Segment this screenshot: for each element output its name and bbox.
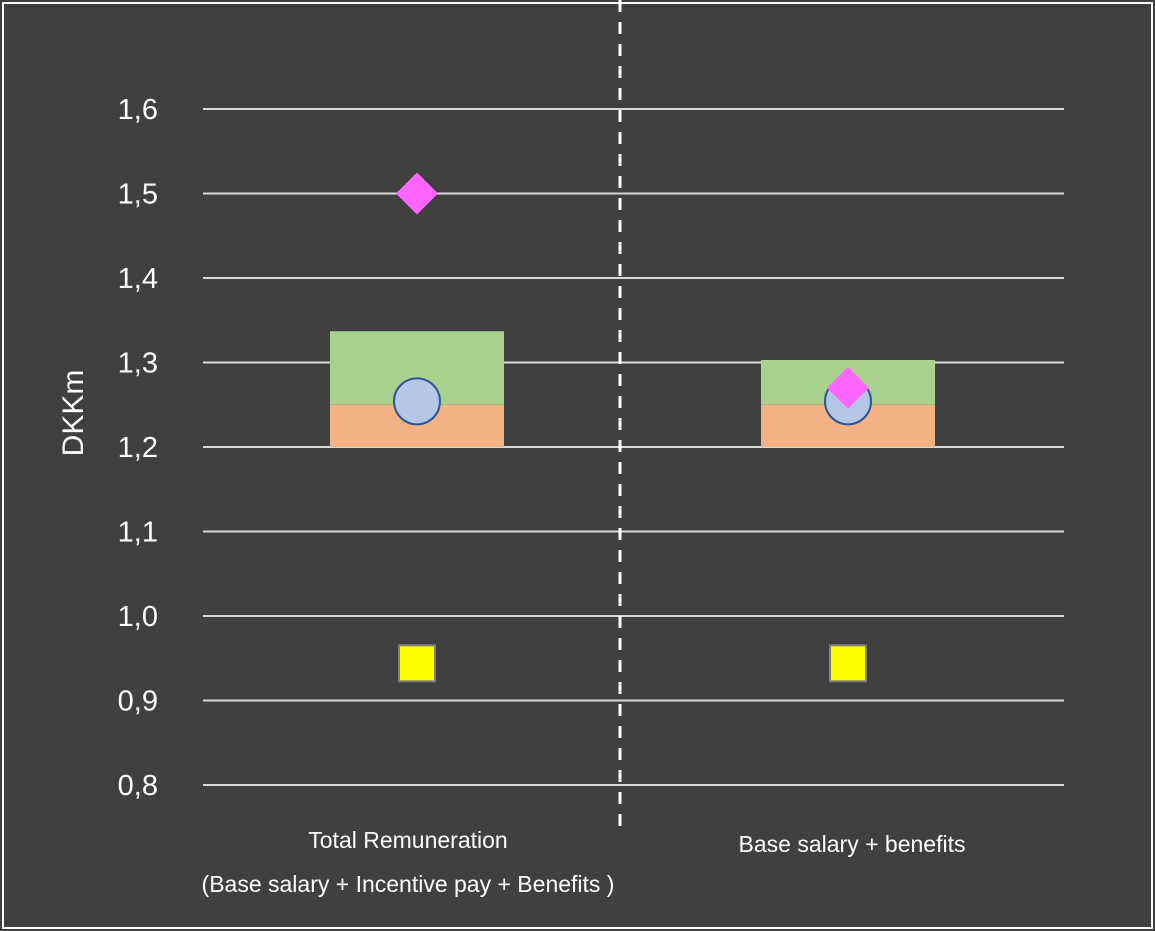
diamond-marker	[827, 366, 869, 409]
y-tick-label: 0,9	[118, 686, 158, 718]
y-tick-label: 1,0	[118, 601, 158, 633]
square-marker	[829, 644, 867, 683]
y-axis-label: DKKm	[57, 370, 90, 457]
y-tick-label: 1,2	[118, 432, 158, 464]
category-label-total-remuneration: Total Remuneration	[308, 827, 507, 853]
diamond-marker	[396, 172, 438, 215]
category-label-base-salary-benefits: Base salary + benefits	[739, 831, 966, 857]
y-tick-label: 1,3	[118, 348, 158, 380]
square-marker	[398, 644, 436, 683]
category-label-total-remuneration-detail: (Base salary + Incentive pay + Benefits …	[202, 871, 615, 897]
y-tick-label: 1,4	[118, 263, 158, 295]
circle-marker	[393, 377, 441, 426]
y-tick-label: 0,8	[118, 770, 158, 802]
y-tick-label: 1,1	[118, 517, 158, 549]
y-axis-ticks: 0,8 0,9 1,0 1,1 1,2 1,3 1,4 1,5 1,6	[118, 94, 158, 802]
y-tick-label: 1,6	[118, 94, 158, 126]
markers	[393, 172, 872, 683]
y-tick-label: 1,5	[118, 179, 158, 211]
